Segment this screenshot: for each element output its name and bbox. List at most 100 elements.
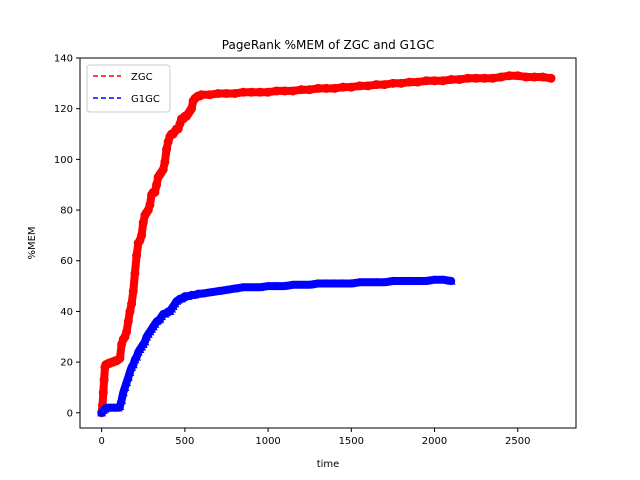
legend: ZGC G1GC bbox=[86, 64, 171, 113]
series-1-point-55 bbox=[197, 289, 207, 298]
series-0-point-73 bbox=[280, 86, 290, 96]
series-1-point-85 bbox=[446, 276, 456, 285]
series-0-point-20 bbox=[125, 306, 135, 316]
series-1-point-60 bbox=[238, 282, 248, 291]
series-0-point-41 bbox=[160, 157, 170, 167]
series-0-point-99 bbox=[496, 72, 506, 82]
y-axis: 0 20 40 60 80 100 120 140 bbox=[54, 54, 80, 419]
series-1-point-17 bbox=[125, 367, 135, 376]
series-0-point-101 bbox=[513, 71, 523, 81]
series-0-point-103 bbox=[529, 72, 539, 82]
series-1-point-68 bbox=[305, 280, 315, 289]
series-1-point-56 bbox=[205, 287, 215, 297]
series-0-point-63 bbox=[197, 90, 207, 100]
series-1-point-79 bbox=[396, 276, 406, 285]
series-1-point-19 bbox=[128, 360, 138, 369]
series-1-point-70 bbox=[321, 279, 331, 288]
series-0-point-104 bbox=[538, 72, 548, 82]
series-0-point-100 bbox=[504, 71, 514, 81]
series-0-point-70 bbox=[255, 87, 265, 97]
series-0-point-96 bbox=[471, 73, 481, 83]
y-tick-label-5: 100 bbox=[54, 155, 73, 166]
series-1-point-26 bbox=[140, 337, 150, 346]
series-1-point-72 bbox=[338, 279, 348, 288]
series-1-point-69 bbox=[313, 279, 323, 288]
series-1-point-63 bbox=[263, 281, 273, 290]
y-axis-label: %MEM bbox=[27, 226, 38, 259]
series-1-point-66 bbox=[288, 280, 298, 289]
series-1-point-16 bbox=[123, 372, 133, 381]
series-0-point-84 bbox=[371, 80, 381, 90]
series-0-point-98 bbox=[488, 73, 498, 83]
series-1-point-67 bbox=[296, 280, 306, 289]
series-0-point-81 bbox=[346, 82, 356, 92]
series-0-point-19 bbox=[123, 317, 133, 327]
series-0-point-35 bbox=[150, 187, 160, 197]
legend-box bbox=[86, 64, 171, 113]
series-1-point-74 bbox=[355, 277, 365, 286]
series-0-point-79 bbox=[330, 83, 340, 93]
series-1-point-61 bbox=[246, 282, 256, 291]
series-0-point-75 bbox=[296, 85, 306, 95]
legend-label-g1gc: G1GC bbox=[131, 94, 160, 105]
series-1-point-14 bbox=[120, 382, 130, 392]
x-axis-label: time bbox=[317, 459, 340, 470]
x-tick-label-4: 2000 bbox=[422, 436, 447, 447]
series-0-point-105 bbox=[546, 73, 556, 83]
series-0-point-3 bbox=[99, 375, 109, 385]
series-0-point-89 bbox=[413, 77, 423, 87]
series-0-point-67 bbox=[230, 88, 240, 98]
series-0-point-88 bbox=[405, 77, 415, 87]
series-1-point-65 bbox=[280, 281, 290, 290]
y-tick-label-7: 140 bbox=[54, 54, 73, 65]
series-0-point-65 bbox=[213, 88, 223, 98]
plot-frame bbox=[79, 57, 577, 429]
chart-title: PageRank %MEM of ZGC and G1GC bbox=[222, 38, 434, 52]
series-0-point-80 bbox=[338, 82, 348, 92]
y-tick-label-3: 60 bbox=[60, 256, 73, 267]
series-0-point-69 bbox=[246, 87, 256, 97]
series-0-point-93 bbox=[446, 75, 456, 85]
series-0-point-87 bbox=[396, 78, 406, 88]
series-0-point-42 bbox=[162, 144, 172, 154]
series-0-point-72 bbox=[271, 86, 281, 96]
x-axis: 0 500 1000 1500 2000 2500 bbox=[98, 428, 530, 447]
y-tick-label-0: 0 bbox=[67, 408, 73, 419]
series-1-point-57 bbox=[213, 286, 223, 295]
series-0-point-94 bbox=[454, 75, 464, 85]
series-0-point-82 bbox=[355, 81, 365, 91]
legend-label-zgc: ZGC bbox=[131, 72, 153, 83]
series-1-point-82 bbox=[421, 276, 431, 285]
series-0-point-97 bbox=[479, 73, 489, 83]
series-1-point-71 bbox=[330, 279, 340, 288]
series-1-point-15 bbox=[122, 377, 132, 386]
y-tick-label-2: 40 bbox=[60, 307, 73, 318]
series-0-point-23 bbox=[130, 268, 140, 278]
series-zgc bbox=[97, 71, 556, 418]
series-0-point-77 bbox=[313, 83, 323, 93]
series-0-point-36 bbox=[152, 180, 162, 190]
series-1-point-76 bbox=[371, 277, 381, 286]
series-1-point-12 bbox=[117, 395, 127, 404]
series-1-point-80 bbox=[405, 276, 415, 285]
series-1-point-77 bbox=[380, 277, 390, 286]
series-0-point-83 bbox=[363, 81, 373, 91]
series-1-point-83 bbox=[430, 275, 440, 284]
series-1-point-11 bbox=[115, 401, 125, 411]
series-0-point-102 bbox=[521, 72, 531, 82]
series-1-point-84 bbox=[438, 275, 448, 284]
series-1-point-81 bbox=[413, 276, 423, 285]
series-1-point-21 bbox=[132, 352, 142, 361]
series-1-point-62 bbox=[255, 282, 265, 291]
series-0-point-78 bbox=[321, 83, 331, 93]
x-tick-label-5: 2500 bbox=[505, 436, 530, 447]
series-0-point-76 bbox=[305, 85, 315, 95]
series-0-point-64 bbox=[205, 90, 215, 100]
series-0-point-66 bbox=[221, 88, 231, 98]
series-0-point-28 bbox=[138, 218, 148, 228]
series-0-point-18 bbox=[122, 327, 132, 337]
series-1-point-75 bbox=[363, 277, 373, 286]
series-1-point-13 bbox=[118, 388, 128, 397]
series-1-point-59 bbox=[230, 284, 240, 293]
